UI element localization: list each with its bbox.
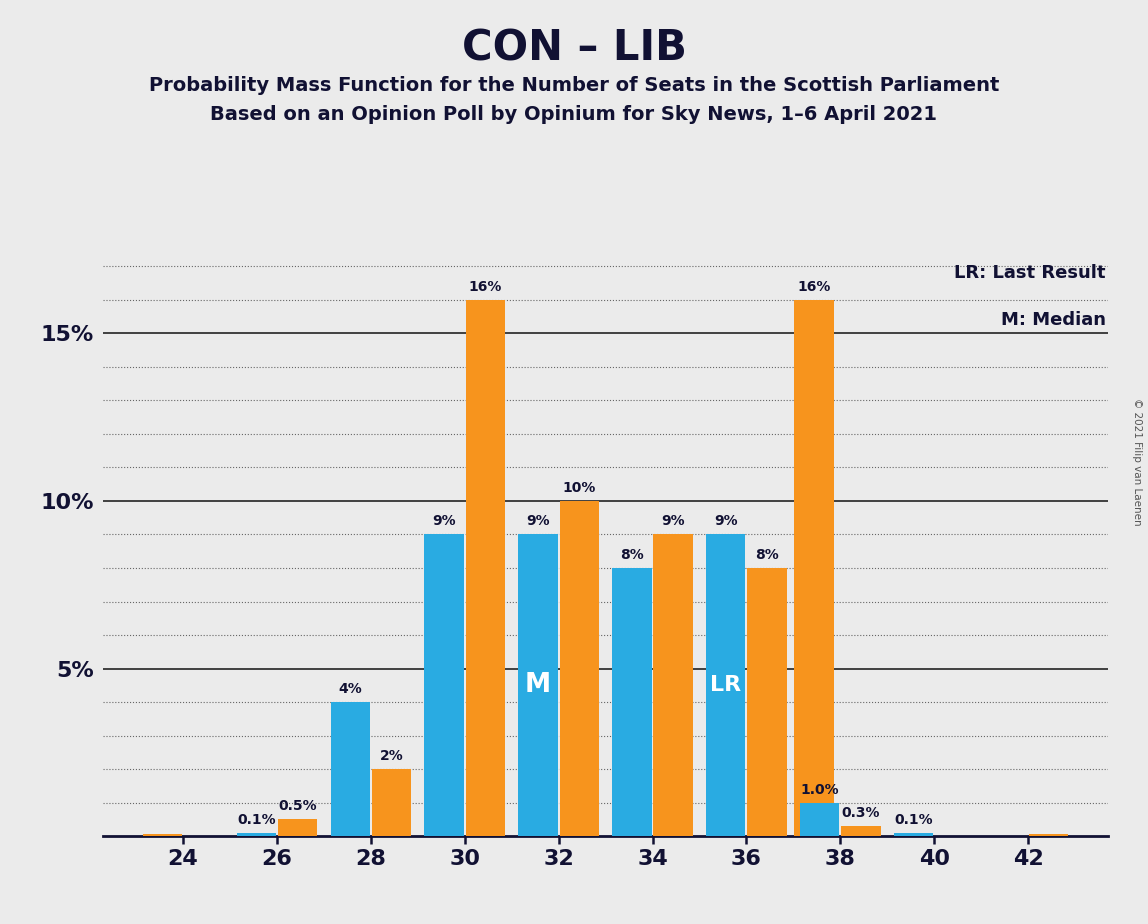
Bar <box>747 568 786 836</box>
Text: CON – LIB: CON – LIB <box>461 28 687 69</box>
Text: LR: LR <box>711 675 742 696</box>
Text: 0.1%: 0.1% <box>894 813 933 827</box>
Text: 16%: 16% <box>798 280 831 294</box>
Bar <box>894 833 933 836</box>
Text: 2%: 2% <box>380 749 403 763</box>
Text: LR: Last Result: LR: Last Result <box>954 264 1106 282</box>
Text: © 2021 Filip van Laenen: © 2021 Filip van Laenen <box>1132 398 1141 526</box>
Text: 10%: 10% <box>563 480 596 495</box>
Bar <box>800 803 839 836</box>
Bar <box>331 702 370 836</box>
Text: 8%: 8% <box>620 548 644 562</box>
Text: 8%: 8% <box>755 548 778 562</box>
Bar <box>794 299 833 836</box>
Text: 9%: 9% <box>661 515 685 529</box>
Text: Probability Mass Function for the Number of Seats in the Scottish Parliament: Probability Mass Function for the Number… <box>149 76 999 95</box>
Bar <box>1029 833 1069 836</box>
Bar <box>466 299 505 836</box>
Bar <box>559 501 599 836</box>
Bar <box>372 769 411 836</box>
Text: 9%: 9% <box>714 515 737 529</box>
Bar <box>425 534 464 836</box>
Bar <box>612 568 652 836</box>
Text: Based on an Opinion Poll by Opinium for Sky News, 1–6 April 2021: Based on an Opinion Poll by Opinium for … <box>210 105 938 125</box>
Bar <box>653 534 693 836</box>
Bar <box>706 534 745 836</box>
Bar <box>142 833 183 836</box>
Text: 16%: 16% <box>468 280 502 294</box>
Text: 0.3%: 0.3% <box>841 806 881 821</box>
Text: 0.5%: 0.5% <box>278 799 317 813</box>
Bar <box>841 826 881 836</box>
Text: 1.0%: 1.0% <box>800 783 839 796</box>
Bar <box>278 820 317 836</box>
Text: 9%: 9% <box>433 515 456 529</box>
Text: 4%: 4% <box>339 682 362 696</box>
Text: 0.1%: 0.1% <box>236 813 276 827</box>
Bar <box>236 833 276 836</box>
Bar <box>518 534 558 836</box>
Text: M: Median: M: Median <box>1001 311 1106 329</box>
Text: 9%: 9% <box>526 515 550 529</box>
Text: M: M <box>525 673 551 699</box>
